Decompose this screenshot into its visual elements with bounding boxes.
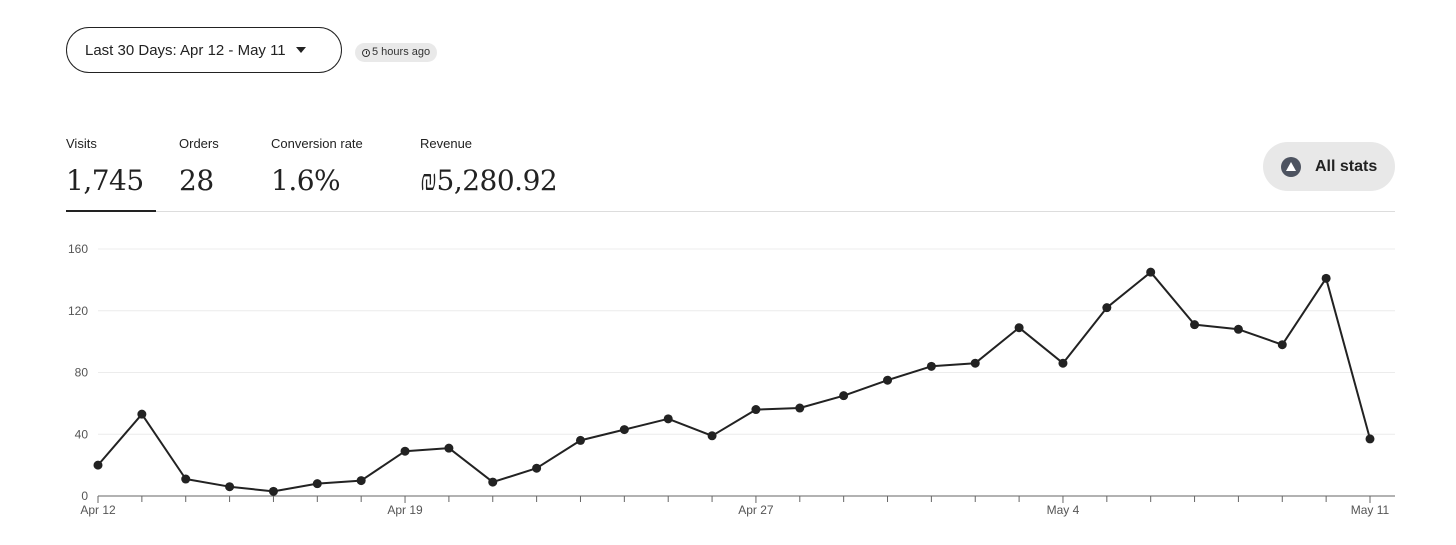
x-tick-label: May 4 (1047, 503, 1080, 517)
data-point (926, 361, 936, 371)
date-range-dropdown[interactable]: Last 30 Days: Apr 12 - May 11 (66, 27, 342, 73)
y-tick-label: 40 (75, 427, 89, 441)
stat-orders-value: 28 (179, 164, 214, 197)
data-point (1102, 303, 1112, 313)
data-point (663, 414, 673, 424)
series-line (97, 271, 1371, 493)
x-tick-label: Apr 27 (738, 503, 774, 517)
y-tick-label: 160 (68, 242, 88, 256)
clock-icon (362, 48, 370, 57)
data-point (575, 435, 585, 445)
stat-visits-value: 1,745 (66, 164, 144, 197)
x-tick-label: Apr 19 (387, 503, 423, 517)
stat-conversion-rate-value: 1.6% (271, 164, 341, 197)
data-point (1058, 358, 1068, 368)
data-point (400, 446, 410, 456)
data-point (619, 425, 629, 435)
stat-conversion-rate-label: Conversion rate (271, 136, 363, 151)
data-point (1321, 273, 1331, 283)
stat-visits[interactable]: Visits 1,745 (66, 136, 144, 197)
stat-visits-label: Visits (66, 136, 97, 151)
data-point (970, 358, 980, 368)
data-point (444, 443, 454, 453)
data-point (488, 477, 498, 487)
data-point (225, 482, 235, 492)
y-tick-label: 0 (81, 489, 88, 503)
all-stats-label: All stats (1315, 157, 1378, 175)
y-tick-label: 120 (68, 304, 88, 318)
caret-down-icon (295, 47, 306, 53)
stat-revenue-value: ₪5,280.92 (420, 164, 558, 197)
last-updated-label: 5 hours ago (372, 46, 431, 58)
data-point (1146, 267, 1156, 277)
stat-revenue[interactable]: Revenue ₪5,280.92 (420, 136, 558, 198)
data-point (1014, 323, 1024, 333)
x-tick-label: Apr 12 (80, 503, 116, 517)
data-point (883, 375, 893, 385)
data-point (751, 405, 761, 415)
data-point (795, 403, 805, 413)
data-point (93, 460, 103, 470)
all-stats-button[interactable]: All stats (1263, 142, 1395, 191)
data-point (312, 479, 322, 489)
data-point (1277, 340, 1287, 350)
stat-revenue-label: Revenue (420, 136, 473, 151)
stat-conversion-rate[interactable]: Conversion rate 1.6% (271, 136, 363, 197)
data-point (1365, 434, 1375, 444)
tabs-divider (66, 211, 1395, 212)
visits-line-chart: 0 40 80 120 160 Apr 12 Apr 19 Apr 27 May 4 May 11 (68, 242, 1395, 517)
data-point (839, 391, 849, 401)
data-point (707, 431, 717, 441)
x-tick-label: May 11 (1351, 503, 1390, 517)
data-point (181, 474, 191, 484)
stat-orders-label: Orders (179, 136, 219, 151)
chart-up-icon (1281, 156, 1301, 177)
data-point (1190, 320, 1200, 330)
last-updated-badge: 5 hours ago (355, 43, 438, 62)
y-tick-label: 80 (75, 366, 89, 380)
data-point (356, 476, 366, 486)
data-point (268, 486, 278, 496)
active-tab-indicator (66, 210, 156, 212)
data-point (1233, 324, 1243, 334)
data-point (137, 409, 147, 419)
stat-orders[interactable]: Orders 28 (179, 136, 219, 197)
data-point (532, 463, 542, 473)
date-range-label: Last 30 Days: Apr 12 - May 11 (85, 41, 286, 59)
